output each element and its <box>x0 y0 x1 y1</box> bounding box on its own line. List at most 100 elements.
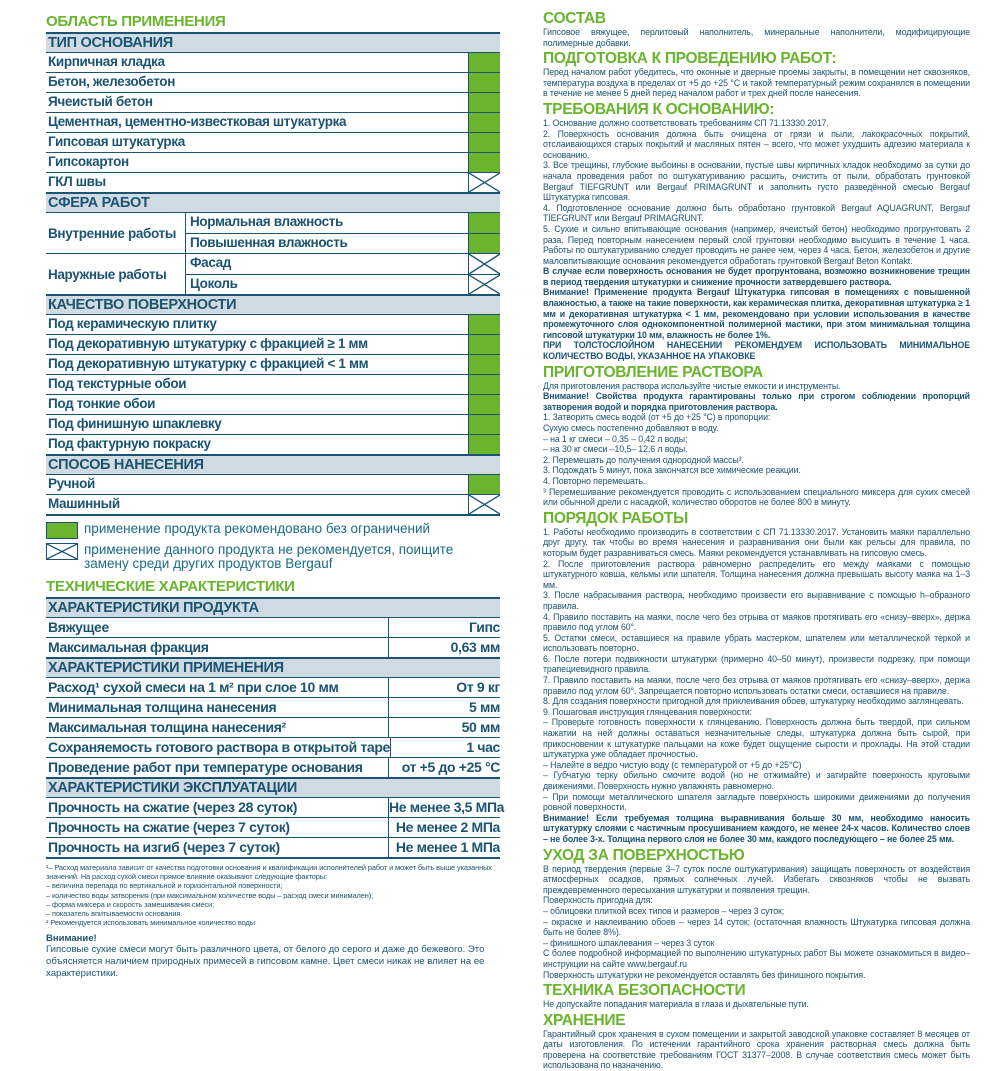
paragraph: – Губчатую терку обильно смочите водой (… <box>543 770 970 791</box>
paragraph: 5. Сухие и сильно впитывающие основания … <box>543 223 970 266</box>
row-label: Нормальная влажность <box>190 214 343 229</box>
paragraph: 1. Основание должно соответствовать треб… <box>543 117 829 128</box>
row-value: 50 мм <box>388 718 500 737</box>
recommended-mark-icon <box>468 415 500 434</box>
recommended-mark-icon <box>468 375 500 394</box>
recommended-mark-icon <box>468 475 500 494</box>
table-row: Вяжущее Гипс <box>46 617 500 637</box>
left-column: ОБЛАСТЬ ПРИМЕНЕНИЯ ТИП ОСНОВАНИЯ Кирпична… <box>46 12 504 980</box>
row-value: Гипс <box>388 618 500 637</box>
table-row: Бетон, железобетон <box>46 72 500 92</box>
paragraph: Внимание! Применение продукта Bergauf Шт… <box>543 287 970 340</box>
paragraph: Не допускайте попадания материала в глаз… <box>543 999 809 1010</box>
paragraph: Внимание! Свойства продукта гарантирован… <box>543 391 970 412</box>
paragraph: – облицовки плиткой всех типов и размеро… <box>543 905 785 916</box>
table-row: Кирпичная кладка <box>46 52 500 72</box>
row-value: Не менее 2 МПа <box>388 818 500 837</box>
paragraph: 4. Правило поставить на маяки, после чег… <box>543 611 970 633</box>
paragraph: – При помощи металлического шпателя загл… <box>543 791 970 813</box>
table-row: Максимальная толщина нанесения² 50 мм <box>46 717 500 737</box>
recommended-mark-icon <box>468 213 500 233</box>
row-label: Повышенная влажность <box>190 235 348 250</box>
paragraph: – окраске и наклеиванию обоев – через 14… <box>543 916 970 938</box>
recommended-mark-icon <box>468 73 500 92</box>
paragraph: 3. Все трещины, глубокие выбоины в основ… <box>543 160 970 203</box>
section-heading: ХРАНЕНИЕ <box>543 1011 626 1029</box>
table-row: Цоколь <box>186 274 500 294</box>
row-label: Под керамическую плитку <box>48 316 217 331</box>
not-recommended-cross-icon <box>468 495 500 514</box>
row-label: Фасад <box>190 255 232 270</box>
recommended-mark-icon <box>468 335 500 354</box>
table-row: Машинный <box>46 494 500 514</box>
table-row: Прочность на сжатие (через 7 суток) Не ме… <box>46 817 500 837</box>
not-recommended-cross-icon <box>468 173 500 192</box>
row-label: Ручной <box>48 476 95 491</box>
paragraph: – Налейте в ведро чистую воду (с темпера… <box>543 759 802 770</box>
legend-not-recommended-text: применение данного продукта не рекоменду… <box>84 542 454 571</box>
section-header: ТИП ОСНОВАНИЯ <box>46 32 500 52</box>
table-group: Внутренние работы Нормальная влажность Пов… <box>46 212 500 253</box>
paragraph: 5. Остатки смеси, оставшиеся на правиле … <box>543 632 970 654</box>
row-label: Гипсовая штукатурка <box>48 134 185 149</box>
row-label: Прочность на сжатие (через 28 суток) <box>48 799 298 815</box>
recommended-mark-icon <box>468 355 500 374</box>
row-label: Прочность на изгиб (через 7 суток) <box>48 839 280 855</box>
section-heading: УХОД ЗА ПОВЕРХНОСТЬЮ <box>543 846 745 864</box>
paragraph: Сухую смесь постепенно добавляют в воду. <box>543 423 719 433</box>
recommended-mark-icon <box>468 234 500 253</box>
application-title: ОБЛАСТЬ ПРИМЕНЕНИЯ <box>46 13 226 30</box>
paragraph: 1. Затворить смесь водой (от +5 до +25 °… <box>543 412 771 423</box>
row-label: Под декоративную штукатурку с фракцией ≥… <box>48 336 368 351</box>
table-row: Гипсовая штукатурка <box>46 132 500 152</box>
footnote: – величина перепада по вертикальной и го… <box>46 881 283 891</box>
section-header: ХАРАКТЕРИСТИКИ ЭКСПЛУАТАЦИИ <box>46 777 500 797</box>
row-label: Цоколь <box>190 276 238 291</box>
section: ПРИГОТОВЛЕНИЕ РАСТВОРА Для приготовления … <box>543 364 970 508</box>
footnote: – количество воды затворения (при максим… <box>46 890 374 900</box>
row-label: Прочность на сжатие (через 7 суток) <box>48 819 290 835</box>
legend: применение продукта рекомендовано без ог… <box>46 522 500 571</box>
section-header: СПОСОБ НАНЕСЕНИЯ <box>46 454 500 474</box>
paragraph: ³ Перемешивание рекомендуется проводить … <box>543 486 970 508</box>
row-label: Кирпичная кладка <box>48 54 165 69</box>
table-row: Минимальная толщина нанесения 5 мм <box>46 697 500 717</box>
paragraph: 8. Для создания поверхности пригодной дл… <box>543 696 964 707</box>
paragraph: 4. Повторно перемешать. <box>543 475 646 486</box>
table-row: Ячеистый бетон <box>46 92 500 112</box>
not-recommended-cross-icon <box>468 254 500 274</box>
table-row: Под тонкие обои <box>46 394 500 414</box>
footnote: ¹– Расход материала зависит от качества … <box>46 863 492 882</box>
section: УХОД ЗА ПОВЕРХНОСТЬЮ В период твердения (… <box>543 847 970 981</box>
table-row: Максимальная фракция 0,63 мм <box>46 637 500 657</box>
row-label: Под финишную шпаклевку <box>48 416 222 431</box>
row-value: 0,63 мм <box>388 638 500 657</box>
warning-text: Гипсовые сухие смеси могут быть различно… <box>46 944 485 980</box>
paragraph: – Проверьте готовность поверхности к гля… <box>543 717 970 760</box>
row-value: Не менее 1 МПа <box>388 838 500 857</box>
section: ПОРЯДОК РАБОТЫ 1. Работы необходимо произ… <box>543 510 970 845</box>
paragraph: 3. После набрасывания раствора, необходи… <box>543 590 970 611</box>
row-value: 1 час <box>389 738 500 757</box>
section-heading: ПОДГОТОВКА К ПРОВЕДЕНИЮ РАБОТ: <box>543 50 837 68</box>
row-label: Цементная, цементно-известковая штукатур… <box>48 114 347 129</box>
table-row: Нормальная влажность <box>186 213 500 233</box>
paragraph: ПРИ ТОЛСТОСЛОЙНОМ НАНЕСЕНИИ РЕКОМЕНДУЕМ … <box>543 340 970 362</box>
paragraph: – на 1 кг смеси – 0,35 – 0,42 л воды; <box>543 433 688 444</box>
footnote: – показатель впитываемости основания. <box>46 909 183 919</box>
paragraph: 3. Подождать 5 минут, пока закончатся вс… <box>543 465 801 476</box>
paragraph: 7. Правило поставить на маяки, после чег… <box>543 675 970 696</box>
table-row: Под декоративную штукатурку с фракцией ≥… <box>46 334 500 354</box>
table-row: Цементная, цементно-известковая штукатур… <box>46 112 500 132</box>
paragraph: Поверхность штукатурки не рекомендуется … <box>543 969 866 980</box>
recommended-mark-icon <box>468 113 500 132</box>
paragraph: Перед началом работ убедитесь, что оконн… <box>543 67 970 99</box>
section: ТЕХНИКА БЕЗОПАСНОСТИ Не допускайте попада… <box>543 982 970 1010</box>
section: ПОДГОТОВКА К ПРОВЕДЕНИЮ РАБОТ: Перед нача… <box>543 50 970 99</box>
paragraph: 9. Пошаговая инструкция глянцевания пове… <box>543 706 753 717</box>
paragraph: Внимание! Если требуемая толщина выравни… <box>543 812 970 844</box>
not-recommended-cross-icon <box>468 275 500 294</box>
paragraph: Для приготовления раствора используйте ч… <box>543 380 841 391</box>
table-row: Гипсокартон <box>46 152 500 172</box>
green-square-icon <box>46 522 78 539</box>
